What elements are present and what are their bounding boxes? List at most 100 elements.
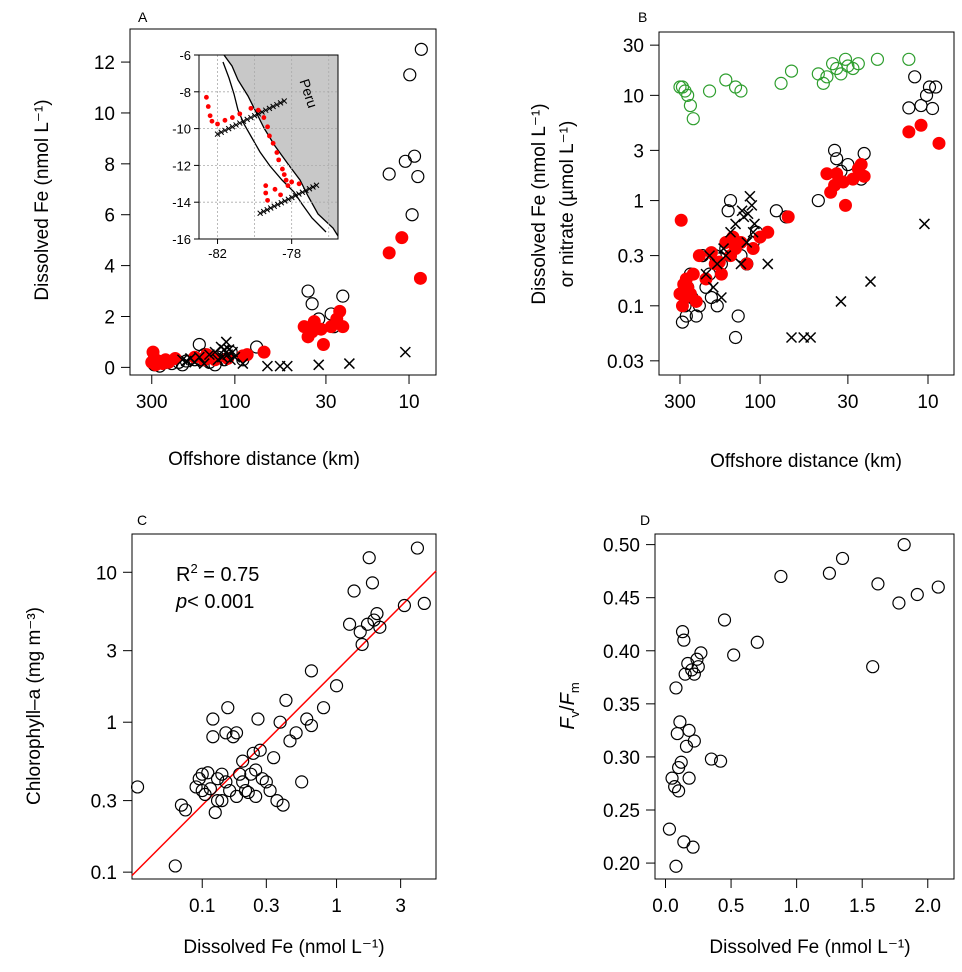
inset-frame <box>198 54 339 240</box>
y-tick-label: 1 <box>633 192 644 213</box>
y-tick-label: 12 <box>94 53 115 74</box>
data-point-open <box>329 679 344 693</box>
data-point-open <box>255 772 269 786</box>
station-dot <box>204 94 209 100</box>
station-cross <box>248 114 254 121</box>
station-dot <box>261 115 267 120</box>
data-point-open <box>201 766 215 780</box>
station-cross <box>229 123 236 130</box>
data-point-open <box>215 767 229 781</box>
peru-coastline <box>223 54 339 237</box>
data-point-open <box>305 297 319 311</box>
station-cross <box>255 111 262 117</box>
data-point-open <box>238 783 253 798</box>
station-dot <box>280 166 285 172</box>
x-tick-label: 1.0 <box>783 896 809 917</box>
station-dot <box>207 113 213 119</box>
data-point-open <box>259 775 273 789</box>
panel-b-ylabel-2: or nitrate (µmol L⁻¹) <box>557 121 578 288</box>
data-point-cross <box>715 291 727 304</box>
station-cross <box>296 191 302 197</box>
y-tick-label: 10 <box>623 86 644 107</box>
data-point-open <box>411 169 425 184</box>
inset-y-tick-label: -10 <box>172 122 191 137</box>
data-point-cross <box>741 236 753 248</box>
x-tick-label: 300 <box>664 392 696 413</box>
data-point-open <box>931 580 945 594</box>
y-tick-label: 0.50 <box>603 536 640 557</box>
station-dot <box>237 111 243 117</box>
station-dot <box>209 118 215 124</box>
station-dot <box>267 133 272 139</box>
station-cross <box>257 210 264 217</box>
y-tick-label: 2 <box>104 307 115 328</box>
y-tick-label: 10 <box>96 563 117 584</box>
data-point-open <box>672 784 686 798</box>
station-cross <box>274 201 281 208</box>
data-point-open <box>304 664 319 678</box>
data-point-cross <box>730 218 742 230</box>
data-point-open <box>226 730 240 744</box>
station-cross <box>273 101 280 108</box>
station-cross <box>288 194 295 201</box>
data-point-open <box>276 798 290 812</box>
station-dot <box>281 172 287 178</box>
data-point-cross <box>399 346 411 358</box>
station-cross <box>281 98 288 104</box>
data-point-filled <box>333 304 347 318</box>
data-point-filled <box>689 294 703 308</box>
data-point-filled <box>932 136 946 150</box>
data-point-open <box>713 754 728 768</box>
data-point-open <box>407 149 422 163</box>
station-cross <box>285 196 292 203</box>
data-point-open <box>414 42 428 56</box>
data-point-filled <box>740 257 754 271</box>
data-point-open <box>174 798 189 812</box>
station-cross <box>292 192 299 199</box>
data-point-open <box>370 607 384 621</box>
data-point-open <box>221 701 235 715</box>
p-value-annotation: p< 0.001 <box>175 591 254 613</box>
data-point-open <box>355 637 369 652</box>
data-point-filled <box>686 267 700 281</box>
data-point-filled <box>704 246 718 260</box>
data-point-cross <box>746 199 758 211</box>
station-cross <box>236 120 243 126</box>
data-point-open <box>892 596 906 610</box>
data-point-open <box>919 88 934 102</box>
data-point-open <box>295 775 309 789</box>
station-dot <box>215 121 220 127</box>
y-tick-label: 0 <box>104 358 115 379</box>
data-point-open <box>908 70 922 84</box>
data-point-open <box>870 52 885 66</box>
panel-a-ylabel: Dissolved Fe (nmol L⁻¹) <box>32 99 53 300</box>
data-point-open <box>304 718 319 733</box>
peru-landmass <box>224 55 338 236</box>
y-tick-label: 0.35 <box>603 695 640 716</box>
data-point-open <box>675 80 690 94</box>
y-tick-label: 8 <box>104 155 115 176</box>
data-point-open <box>851 57 865 71</box>
panel-d-xlabel: Dissolved Fe (nmol L⁻¹) <box>709 937 910 958</box>
data-point-filled <box>316 337 330 351</box>
data-point-filled <box>854 158 868 172</box>
data-point-cross <box>198 358 210 370</box>
x-tick-label: 10 <box>917 392 938 413</box>
x-tick-label: 0.0 <box>652 896 678 917</box>
station-cross <box>266 105 273 112</box>
data-point-open <box>719 73 733 87</box>
x-tick-label: 30 <box>315 392 336 413</box>
data-point-cross <box>229 351 241 363</box>
data-point-cross <box>261 360 273 372</box>
data-point-open <box>825 57 840 71</box>
data-point-open <box>866 660 880 674</box>
station-dot <box>274 150 280 155</box>
data-point-cross <box>918 218 930 230</box>
y-tick-label: 0.45 <box>603 589 640 610</box>
data-point-open <box>253 743 267 757</box>
data-point-filled <box>914 118 928 132</box>
data-point-open <box>283 734 297 748</box>
data-point-open <box>251 712 265 726</box>
data-point-open <box>677 633 691 647</box>
station-dot <box>255 107 261 113</box>
